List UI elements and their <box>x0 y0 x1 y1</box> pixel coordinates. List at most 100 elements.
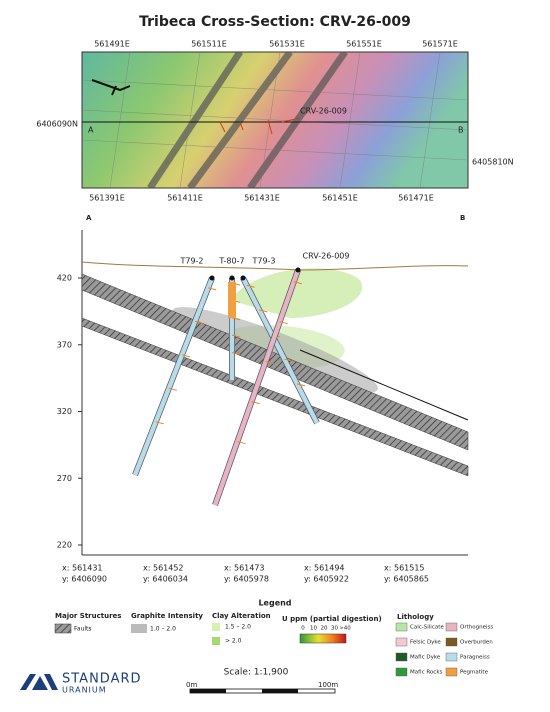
legend-text: 0 <box>301 626 305 632</box>
u-anomaly <box>231 317 241 321</box>
collar <box>295 267 301 273</box>
legend-text: STANDARD <box>62 672 142 687</box>
coord-y: y: 6405865 <box>384 575 429 584</box>
u-anomaly <box>293 281 302 285</box>
legend-text: 100m <box>318 681 338 689</box>
easting-label: 561471E <box>398 194 434 203</box>
u-anomaly <box>155 421 164 425</box>
hole-label: T79-2 <box>179 257 203 266</box>
legend-text: Paragneiss <box>460 655 490 661</box>
collar <box>229 275 235 281</box>
easting-label: 561431E <box>244 194 280 203</box>
coord-y: y: 6405978 <box>224 575 269 584</box>
elevation-label: 270 <box>57 474 72 483</box>
elevation-label: 420 <box>57 274 72 283</box>
legend-text: Pegmatite <box>460 670 489 676</box>
coord-y: y: 6406034 <box>143 575 188 584</box>
coord-x: x: 561515 <box>384 564 425 573</box>
lithology-swatch <box>395 637 408 647</box>
hole-label: T-80-7 <box>218 257 244 266</box>
legend-text: Orthogneiss <box>460 625 493 631</box>
collar <box>209 275 215 281</box>
lithology-swatch <box>445 637 458 647</box>
drill-hole-fill <box>132 277 215 476</box>
lithology-swatch <box>395 622 408 632</box>
elevation-label: 320 <box>57 407 72 416</box>
legend-text: > 2.0 <box>225 638 242 645</box>
u-anomaly <box>251 401 260 405</box>
u-anomaly <box>194 320 204 324</box>
u-anomaly <box>231 334 241 338</box>
legend-text: 1.5 – 2.0 <box>225 624 251 631</box>
map-hole-label: CRV-26-009 <box>300 107 347 116</box>
right-northing: 6405810N <box>472 158 514 167</box>
legend-text: URANIUM <box>62 686 107 695</box>
u-anomaly <box>279 321 288 325</box>
legend-text: Scale: 1:1,900 <box>224 668 289 678</box>
legend-text: Calc-Silicate <box>410 625 444 631</box>
fault <box>81 273 469 451</box>
legend-text: 10 <box>310 626 317 632</box>
lithology-swatch <box>445 622 458 632</box>
section-b: B <box>460 214 465 222</box>
legend-text: 0m <box>186 681 197 689</box>
legend-text: Clay Alteration <box>212 612 271 620</box>
legend-text: Major Structures <box>55 612 121 620</box>
u-anomaly <box>181 354 191 358</box>
legend-text: Mafic Rocks <box>410 670 443 676</box>
easting-label: 561391E <box>89 194 125 203</box>
scale-bar <box>189 688 336 694</box>
u-anomaly <box>259 309 268 313</box>
legend-text: 30 <box>331 626 338 632</box>
lithology-swatch <box>395 667 408 677</box>
title: Tribeca Cross-Section: CRV-26-009 <box>139 14 411 30</box>
easting-label: 561551E <box>346 40 382 49</box>
drill-hole-fill <box>212 269 301 506</box>
coord-y: y: 6405922 <box>304 575 349 584</box>
legend-text: Lithology <box>397 613 434 621</box>
u-anomaly <box>168 387 178 391</box>
coord-y: y: 6406090 <box>62 575 107 584</box>
elevation-label: 220 <box>57 541 72 550</box>
map-structures <box>147 52 348 188</box>
u-anomaly <box>237 441 246 445</box>
elevation-label: 370 <box>57 340 72 349</box>
hole-label: T79-3 <box>251 257 275 266</box>
collar <box>240 275 246 281</box>
legend-text: Overburden <box>460 640 493 646</box>
legend-text: Graphite Intensity <box>131 612 203 620</box>
hole-traces <box>219 117 301 135</box>
u-anomaly <box>231 351 241 355</box>
u-anomaly <box>265 361 274 365</box>
u-anomaly <box>246 284 255 288</box>
easting-label: 561491E <box>94 40 130 49</box>
plan-map: A B CRV-26-009 6406090N 6405810N <box>36 51 514 189</box>
left-northing: 6406090N <box>36 120 78 129</box>
coord-x: x: 561452 <box>143 564 184 573</box>
easting-label: 561531E <box>269 40 305 49</box>
fault-line <box>299 349 469 421</box>
easting-label: 561411E <box>167 194 203 203</box>
legend-text: Mafic Dyke <box>410 655 441 661</box>
section-a: A <box>86 214 92 222</box>
drill-hole-fill <box>240 276 320 425</box>
north-arrow <box>91 79 131 96</box>
legend-text: Legend <box>258 599 291 608</box>
lithology-swatch <box>445 667 458 677</box>
legend-text: 1.0 – 2.0 <box>150 626 176 633</box>
legend-text: >40 <box>339 626 351 632</box>
logo <box>20 674 58 690</box>
cross-section: A B <box>81 214 469 556</box>
legend-text: 20 <box>321 626 328 632</box>
map-b: B <box>458 126 464 135</box>
legend-text: U ppm (partial digestion) <box>282 615 382 623</box>
map-grid <box>82 52 468 188</box>
coord-x: x: 561431 <box>62 564 103 573</box>
graphite-zone <box>172 307 378 393</box>
coord-x: x: 561494 <box>304 564 345 573</box>
easting-label: 561451E <box>322 194 358 203</box>
u-anomaly <box>296 383 306 387</box>
coord-x: x: 561473 <box>224 564 265 573</box>
legend-text: Faults <box>74 626 92 633</box>
